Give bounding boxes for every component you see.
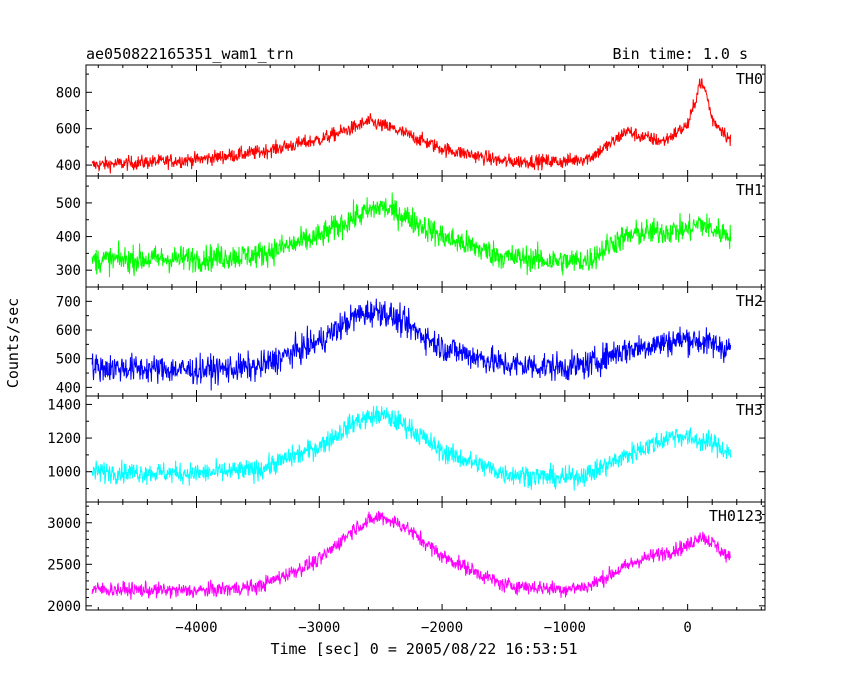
chart-title-left: ae050822165351_wam1_trn bbox=[86, 45, 294, 63]
x-tick-label: −1000 bbox=[544, 620, 586, 636]
panel-label: TH2 bbox=[736, 292, 763, 310]
x-tick-label: −3000 bbox=[298, 620, 340, 636]
y-tick-label: 600 bbox=[56, 122, 81, 138]
y-tick-label: 1200 bbox=[47, 431, 81, 447]
x-tick-label: −4000 bbox=[175, 620, 217, 636]
series-th3 bbox=[91, 405, 732, 491]
x-axis-label: Time [sec] 0 = 2005/08/22 16:53:51 bbox=[270, 640, 577, 658]
y-tick-label: 400 bbox=[56, 380, 81, 396]
panel-label: TH0123 bbox=[709, 507, 763, 525]
panels-group: 400 600 800 TH0 300 400 500 TH1 400 500 600 700 TH2 1… bbox=[47, 64, 766, 615]
y-tick-label: 700 bbox=[56, 294, 81, 310]
x-axis: −4000 −3000 −2000 −1000 0 bbox=[175, 620, 691, 636]
y-tick-label: 1400 bbox=[47, 397, 81, 413]
panel-frame bbox=[85, 395, 766, 503]
panel-label: TH0 bbox=[736, 70, 763, 88]
panel-th1: 300 400 500 TH1 bbox=[56, 175, 766, 288]
y-tick-label: 2500 bbox=[47, 557, 81, 573]
y-tick-label: 800 bbox=[56, 85, 81, 101]
panel-th0123: 2000 2500 3000 TH0123 bbox=[47, 501, 766, 615]
y-tick-label: 3000 bbox=[47, 516, 81, 532]
panel-label: TH3 bbox=[736, 401, 763, 419]
series-th0 bbox=[91, 78, 732, 174]
series-th2 bbox=[91, 298, 732, 391]
y-tick-label: 600 bbox=[56, 323, 81, 339]
panel-th2: 400 500 600 700 TH2 bbox=[56, 286, 766, 397]
y-tick-label: 500 bbox=[56, 196, 81, 212]
x-tick-label: −2000 bbox=[421, 620, 463, 636]
y-tick-label: 2000 bbox=[47, 599, 81, 615]
series-th0123 bbox=[91, 510, 732, 600]
panel-label: TH1 bbox=[736, 181, 763, 199]
chart-title-right: Bin time: 1.0 s bbox=[613, 45, 748, 63]
y-tick-label: 1000 bbox=[47, 465, 81, 481]
y-tick-label: 400 bbox=[56, 230, 81, 246]
y-tick-label: 300 bbox=[56, 263, 81, 279]
series-th1 bbox=[91, 192, 732, 278]
y-tick-label: 400 bbox=[56, 158, 81, 174]
x-tick-label: 0 bbox=[683, 620, 691, 636]
y-tick-label: 500 bbox=[56, 352, 81, 368]
y-axis-label: Counts/sec bbox=[4, 298, 22, 388]
panel-th0: 400 600 800 TH0 bbox=[56, 64, 766, 177]
panel-th3: 1000 1200 1400 TH3 bbox=[47, 395, 766, 503]
